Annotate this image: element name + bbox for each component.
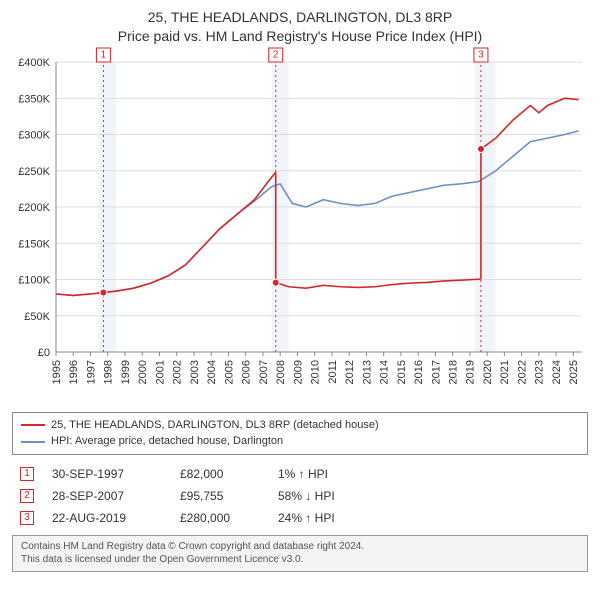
svg-text:2018: 2018 <box>448 360 460 384</box>
svg-text:2006: 2006 <box>241 360 253 384</box>
svg-text:2015: 2015 <box>396 360 408 384</box>
svg-text:£200K: £200K <box>18 202 50 214</box>
svg-text:2025: 2025 <box>568 360 580 384</box>
svg-text:£400K: £400K <box>18 57 50 69</box>
event-hpi-diff: 58% ↓ HPI <box>278 489 378 503</box>
legend-swatch-property <box>21 424 45 426</box>
event-date: 22-AUG-2019 <box>52 511 162 525</box>
svg-text:1999: 1999 <box>120 360 132 384</box>
event-number-box: 2 <box>20 489 34 503</box>
legend-label-property: 25, THE HEADLANDS, DARLINGTON, DL3 8RP (… <box>51 417 379 434</box>
event-number-box: 1 <box>20 467 34 481</box>
event-hpi-diff: 1% ↑ HPI <box>278 467 378 481</box>
svg-text:2005: 2005 <box>223 360 235 384</box>
price-chart: £0 £50K £100K £150K £200K £250K £300K £350K £400… <box>12 46 588 406</box>
svg-text:2013: 2013 <box>361 360 373 384</box>
svg-text:2017: 2017 <box>430 360 442 384</box>
event-price: £280,000 <box>180 511 260 525</box>
legend-row-property: 25, THE HEADLANDS, DARLINGTON, DL3 8RP (… <box>21 417 579 434</box>
event-price: £95,755 <box>180 489 260 503</box>
event-price: £82,000 <box>180 467 260 481</box>
svg-text:3: 3 <box>478 49 484 60</box>
sale-events-table: 1 30-SEP-1997 £82,000 1% ↑ HPI 2 28-SEP-2007 £… <box>12 463 588 529</box>
svg-text:£50K: £50K <box>24 311 50 323</box>
svg-text:2009: 2009 <box>292 360 304 384</box>
sale-event-row: 2 28-SEP-2007 £95,755 58% ↓ HPI <box>12 485 588 507</box>
svg-text:2007: 2007 <box>258 360 270 384</box>
svg-text:£0: £0 <box>38 347 50 359</box>
svg-text:2020: 2020 <box>482 360 494 384</box>
svg-text:2019: 2019 <box>465 360 477 384</box>
chart-title: 25, THE HEADLANDS, DARLINGTON, DL3 8RP P… <box>12 8 588 46</box>
svg-text:1: 1 <box>101 49 107 60</box>
svg-text:2: 2 <box>273 49 279 60</box>
svg-text:2021: 2021 <box>499 360 511 384</box>
event-number-box: 3 <box>20 511 34 525</box>
svg-text:2008: 2008 <box>275 360 287 384</box>
svg-text:1998: 1998 <box>103 360 115 384</box>
legend-row-hpi: HPI: Average price, detached house, Darl… <box>21 433 579 450</box>
chart-svg: £0 £50K £100K £150K £200K £250K £300K £350K £400… <box>12 46 588 398</box>
svg-text:2014: 2014 <box>379 360 391 384</box>
svg-text:1996: 1996 <box>68 360 80 384</box>
svg-text:2016: 2016 <box>413 360 425 384</box>
svg-text:2003: 2003 <box>189 360 201 384</box>
legend-swatch-hpi <box>21 441 45 443</box>
svg-text:2024: 2024 <box>551 360 563 384</box>
event-date: 30-SEP-1997 <box>52 467 162 481</box>
svg-text:2002: 2002 <box>172 360 184 384</box>
footnote-line-2: This data is licensed under the Open Gov… <box>21 553 579 567</box>
svg-text:£350K: £350K <box>18 93 50 105</box>
svg-text:2001: 2001 <box>154 360 166 384</box>
svg-text:2000: 2000 <box>137 360 149 384</box>
svg-text:2010: 2010 <box>310 360 322 384</box>
svg-text:2012: 2012 <box>344 360 356 384</box>
svg-text:2023: 2023 <box>534 360 546 384</box>
event-hpi-diff: 24% ↑ HPI <box>278 511 378 525</box>
footnote-line-1: Contains HM Land Registry data © Crown c… <box>21 540 579 554</box>
svg-text:1995: 1995 <box>51 360 63 384</box>
data-attribution: Contains HM Land Registry data © Crown c… <box>12 535 588 572</box>
svg-text:2022: 2022 <box>516 360 528 384</box>
event-date: 28-SEP-2007 <box>52 489 162 503</box>
legend-label-hpi: HPI: Average price, detached house, Darl… <box>51 433 283 450</box>
title-line-1: 25, THE HEADLANDS, DARLINGTON, DL3 8RP <box>12 8 588 27</box>
svg-text:2011: 2011 <box>327 360 339 384</box>
sale-event-row: 3 22-AUG-2019 £280,000 24% ↑ HPI <box>12 507 588 529</box>
sale-event-row: 1 30-SEP-1997 £82,000 1% ↑ HPI <box>12 463 588 485</box>
legend: 25, THE HEADLANDS, DARLINGTON, DL3 8RP (… <box>12 412 588 455</box>
svg-text:£100K: £100K <box>18 274 50 286</box>
svg-text:1997: 1997 <box>85 360 97 384</box>
title-line-2: Price paid vs. HM Land Registry's House … <box>12 27 588 46</box>
svg-text:£250K: £250K <box>18 166 50 178</box>
svg-text:2004: 2004 <box>206 360 218 384</box>
svg-text:£300K: £300K <box>18 129 50 141</box>
svg-text:£150K: £150K <box>18 238 50 250</box>
